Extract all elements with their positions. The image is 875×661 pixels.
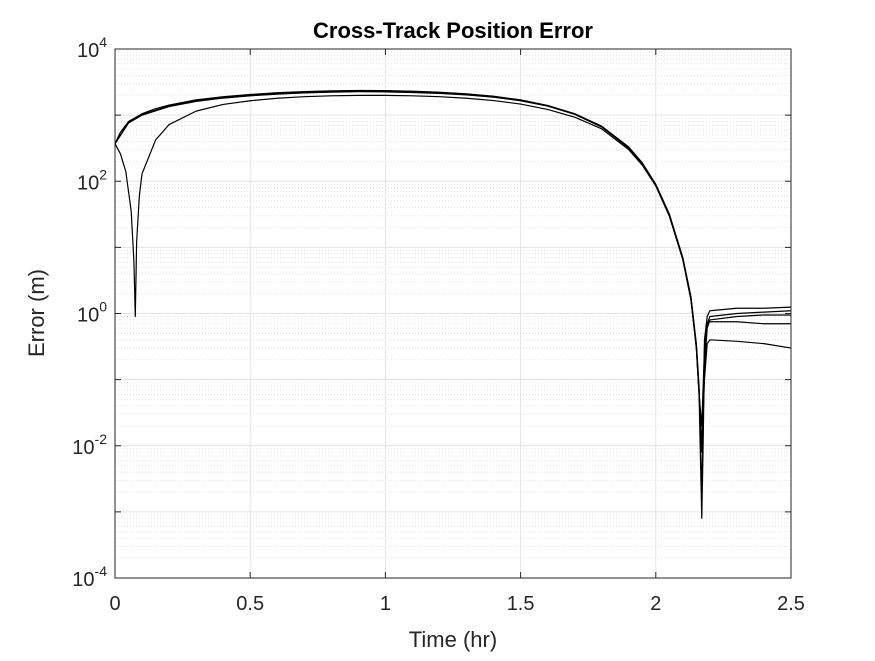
major-grid — [114, 48, 792, 579]
x-tick-label: 2.5 — [777, 593, 805, 615]
x-tick-label: 0.5 — [236, 593, 264, 615]
tick-marks — [114, 48, 792, 579]
x-axis-label: Time (hr) — [409, 627, 497, 652]
x-tick-label: 2 — [650, 593, 661, 615]
y-tick-label: 10-4 — [72, 563, 107, 591]
x-tick-label: 0 — [109, 593, 120, 615]
y-tick-labels: 10-4 10-2 100 102 104 — [72, 34, 107, 591]
y-tick-label: 10-2 — [72, 431, 107, 459]
chart-title: Cross-Track Position Error — [313, 18, 593, 43]
x-tick-label: 1 — [380, 593, 391, 615]
y-axis-label: Error (m) — [24, 269, 49, 357]
series-group — [114, 89, 792, 519]
y-tick-label: 100 — [77, 299, 107, 327]
x-tick-label: 1.5 — [507, 593, 535, 615]
y-tick-label: 104 — [77, 34, 107, 62]
series-line — [114, 90, 792, 453]
y-tick-label: 102 — [77, 166, 107, 194]
series-line — [114, 94, 792, 519]
x-tick-labels: 0 0.5 1 1.5 2 2.5 — [109, 593, 804, 615]
